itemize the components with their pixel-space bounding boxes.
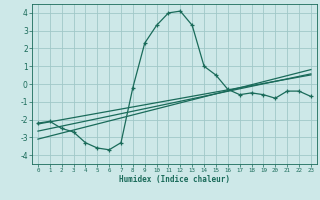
X-axis label: Humidex (Indice chaleur): Humidex (Indice chaleur) [119, 175, 230, 184]
